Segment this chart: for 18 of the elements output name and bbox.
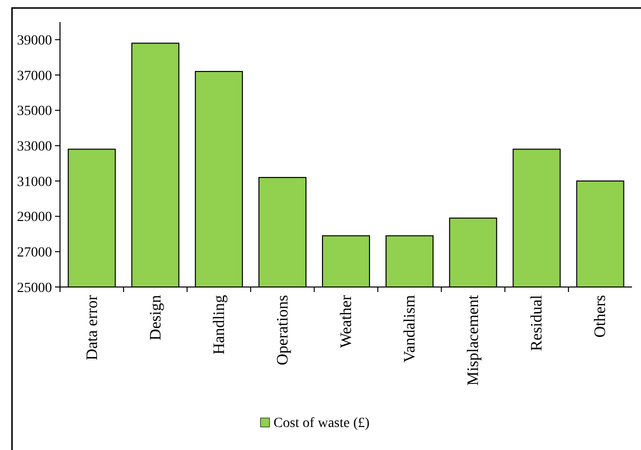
x-tick-label: Weather (338, 294, 355, 348)
x-tick-label: Vandalism (402, 294, 419, 363)
x-tick-label: Operations (274, 295, 292, 366)
x-tick-label: Handling (210, 295, 228, 355)
y-tick-label: 27000 (17, 246, 52, 261)
y-tick-label: 37000 (17, 68, 52, 84)
x-tick-label: Data error (84, 294, 101, 360)
y-tick-label: 39000 (17, 34, 52, 49)
y-tick-label: 33000 (17, 140, 52, 155)
x-tick-label: Misplacement (465, 294, 482, 386)
y-tick-label: 25000 (17, 280, 52, 296)
x-tick-label: Residual (528, 294, 546, 351)
x-tick-label: Others (592, 295, 610, 338)
legend-label: Cost of waste (£) (274, 416, 370, 431)
x-tick-label: Design (147, 295, 164, 340)
y-tick-label: 31000 (17, 174, 52, 190)
y-tick-label: 29000 (17, 210, 52, 226)
y-tick-label: 35000 (17, 104, 52, 120)
